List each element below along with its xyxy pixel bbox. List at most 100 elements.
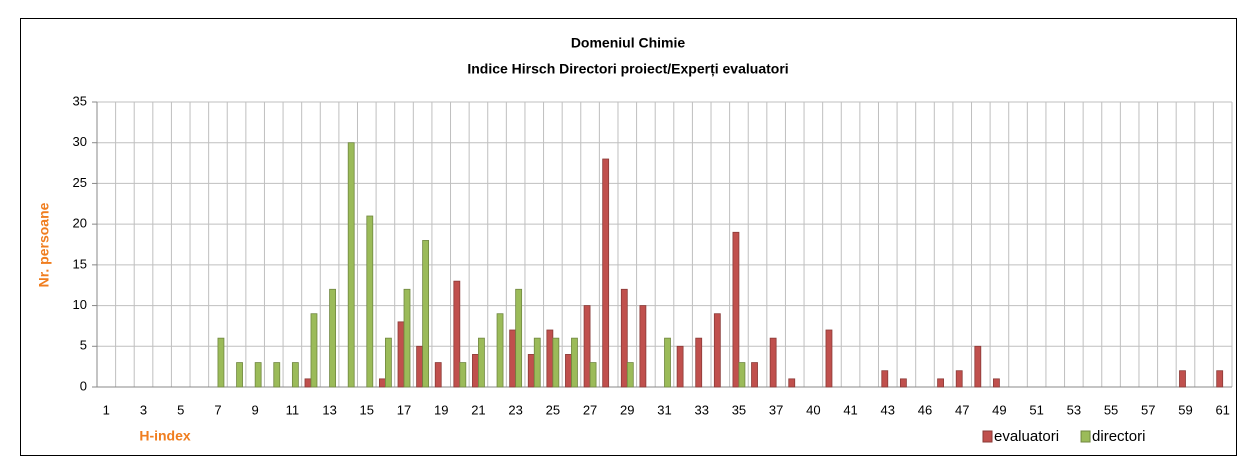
x-tick-label: 9 [252,402,259,417]
x-tick-label: 5 [177,402,184,417]
bar [571,337,578,388]
bar [434,362,442,388]
x-tick-label: 15 [360,402,374,417]
x-tick-label: 13 [322,402,336,417]
bar [676,345,684,388]
legend-label: evaluatori [994,428,1059,445]
bar [626,362,634,388]
y-tick-label: 5 [80,338,87,353]
bar [993,378,1000,388]
x-tick-label: 59 [1178,402,1192,417]
bar [459,362,467,388]
x-tick-label: 41 [843,402,857,417]
x-tick-label: 53 [1067,402,1081,417]
bar [664,337,671,388]
y-tick-label: 25 [73,175,87,190]
x-tick-label: 25 [546,402,560,417]
chart-border [20,18,1237,456]
bar [217,337,225,388]
bar [496,313,504,388]
bar [1216,370,1224,388]
bar [899,378,907,388]
bar [254,362,262,388]
x-tick-label: 19 [434,402,448,417]
bar [769,337,777,388]
bar [453,280,461,388]
x-tick-label: 55 [1104,402,1118,417]
x-tick-label: 29 [620,402,634,417]
bar [1179,370,1186,388]
bar [397,321,405,388]
legend-swatch [982,430,993,443]
bar [515,288,523,388]
x-tick-label: 17 [397,402,411,417]
x-tick-label: 35 [732,402,746,417]
bar [732,231,740,388]
bar [236,362,243,388]
x-tick-label: 51 [1029,402,1043,417]
bar [955,370,963,388]
bar [552,337,560,388]
chart-title: Domeniul Chimie [571,35,686,51]
x-tick-label: 46 [918,402,932,417]
bar [713,313,721,388]
x-tick-label: 23 [508,402,522,417]
bar [974,345,982,388]
bar [366,215,374,388]
bar [422,240,430,388]
x-tick-label: 61 [1215,402,1229,417]
x-tick-label: 3 [140,402,147,417]
bar [738,362,746,388]
y-tick-label: 10 [73,297,87,312]
x-tick-label: 43 [881,402,895,417]
bar [583,305,591,388]
bar [478,337,485,388]
bar [937,378,944,388]
y-tick-label: 35 [73,93,87,108]
x-tick-label: 1 [103,402,110,417]
chart-subtitle: Indice Hirsch Directori proiect/Experți … [467,61,788,77]
x-tick-label: 57 [1141,402,1155,417]
bar [527,354,535,388]
x-tick-label: 49 [992,402,1006,417]
bar [329,288,336,388]
bar [639,305,647,388]
bar [695,337,703,388]
bar [565,354,572,388]
x-tick-label: 40 [806,402,820,417]
x-tick-label: 7 [214,402,221,417]
bar [273,362,281,388]
y-tick-label: 20 [73,216,87,231]
bar [310,313,318,388]
x-tick-label: 27 [583,402,597,417]
bar [620,288,628,388]
bar [881,370,889,388]
bar [347,142,355,388]
bar [379,378,386,388]
bar [589,362,597,388]
bar [385,337,392,388]
x-tick-label: 11 [286,402,300,417]
x-tick-label: 37 [769,402,783,417]
bar [602,158,610,388]
bar [291,362,299,388]
y-tick-label: 30 [73,134,87,149]
bar [403,288,411,388]
bar [472,354,479,388]
x-tick-label: 33 [694,402,708,417]
x-axis-label: H-index [139,428,191,444]
legend-label: directori [1092,428,1145,445]
x-tick-label: 47 [955,402,969,417]
y-tick-label: 15 [73,256,87,271]
y-axis-label: Nr. persoane [36,202,52,287]
bar [546,329,554,388]
bar [304,378,312,388]
bar [751,362,758,388]
x-tick-label: 21 [471,402,485,417]
bar [825,329,833,388]
y-tick-label: 0 [80,378,87,393]
bar [509,329,517,388]
bar [533,337,541,388]
x-tick-label: 31 [657,402,671,417]
